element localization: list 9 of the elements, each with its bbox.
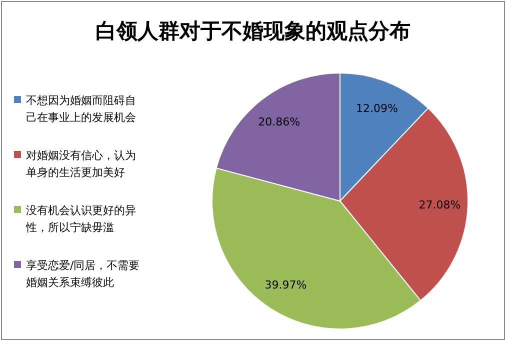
data-label: 39.97% (264, 278, 307, 292)
legend-label: 没有机会认识更好的异性，所以宁缺毋滥 (25, 204, 136, 234)
chart-title: 白领人群对于不婚现象的观点分布 (96, 19, 410, 43)
legend-label: 对婚姻没有信心，认为单身的生活更加美好 (26, 148, 136, 178)
data-label: 20.86% (258, 115, 300, 128)
data-label: 27.08% (418, 198, 461, 212)
data-label: 12.09% (356, 102, 398, 115)
legend-label: 不想因为婚姻而阻碍自己在事业上的发展机会 (26, 94, 136, 124)
legend-label: 享受恋爱/同居，不需要婚姻关系束缚彼此 (26, 258, 140, 288)
